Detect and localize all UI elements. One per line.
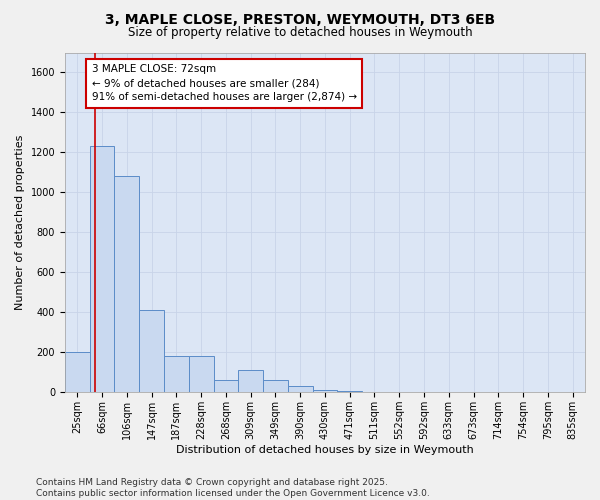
Bar xyxy=(139,310,164,392)
Bar xyxy=(65,352,89,393)
Bar xyxy=(263,380,288,392)
Text: 3 MAPLE CLOSE: 72sqm
← 9% of detached houses are smaller (284)
91% of semi-detac: 3 MAPLE CLOSE: 72sqm ← 9% of detached ho… xyxy=(92,64,357,102)
Bar xyxy=(238,370,263,392)
Bar xyxy=(115,176,139,392)
Bar xyxy=(214,380,238,392)
Y-axis label: Number of detached properties: Number of detached properties xyxy=(15,134,25,310)
Bar xyxy=(288,386,313,392)
Bar xyxy=(89,146,115,392)
X-axis label: Distribution of detached houses by size in Weymouth: Distribution of detached houses by size … xyxy=(176,445,474,455)
Text: Size of property relative to detached houses in Weymouth: Size of property relative to detached ho… xyxy=(128,26,472,39)
Bar xyxy=(313,390,337,392)
Bar xyxy=(164,356,189,393)
Text: Contains HM Land Registry data © Crown copyright and database right 2025.
Contai: Contains HM Land Registry data © Crown c… xyxy=(36,478,430,498)
Bar xyxy=(189,356,214,393)
Text: 3, MAPLE CLOSE, PRESTON, WEYMOUTH, DT3 6EB: 3, MAPLE CLOSE, PRESTON, WEYMOUTH, DT3 6… xyxy=(105,12,495,26)
